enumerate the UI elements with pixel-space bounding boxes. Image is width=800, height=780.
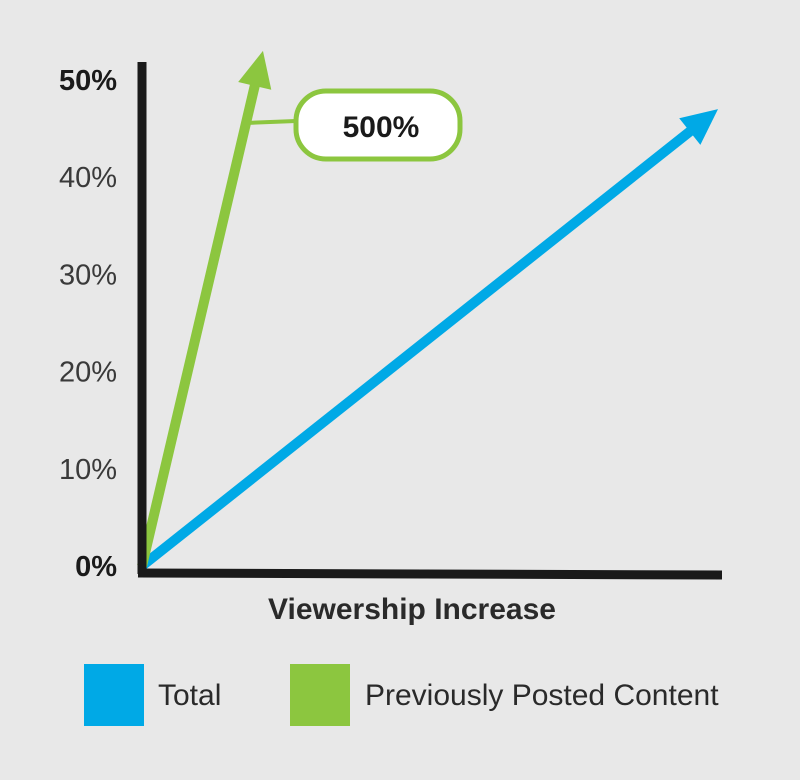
- arrowhead-total: [679, 109, 718, 145]
- legend-label-previously-posted: Previously Posted Content: [365, 679, 719, 712]
- series-line-total: [138, 126, 695, 570]
- annotation-callout: 500%: [245, 88, 463, 162]
- callout-label: 500%: [343, 111, 420, 144]
- x-axis: [137, 568, 723, 580]
- y-tick-label: 10%: [59, 454, 117, 486]
- x-axis-label: Viewership Increase: [268, 593, 556, 626]
- legend-swatch-previously-posted: [290, 664, 350, 726]
- callout-leader-line: [245, 119, 297, 125]
- arrowhead-previously-posted: [238, 50, 272, 90]
- legend: Total Previously Posted Content: [84, 664, 719, 726]
- series-line-previously-posted: [137, 82, 261, 568]
- y-tick-label: 50%: [59, 65, 117, 97]
- y-tick-label: 30%: [59, 259, 117, 291]
- callout-box: [293, 88, 463, 162]
- legend-swatch-total: [84, 664, 144, 726]
- y-tick-label: 20%: [59, 357, 117, 389]
- y-axis-ticks: 0% 10% 20% 30% 40% 50%: [59, 65, 117, 583]
- legend-label-total: Total: [158, 679, 221, 712]
- y-tick-label: 0%: [75, 551, 117, 583]
- series-layer: [137, 50, 718, 570]
- y-tick-label: 40%: [59, 162, 117, 194]
